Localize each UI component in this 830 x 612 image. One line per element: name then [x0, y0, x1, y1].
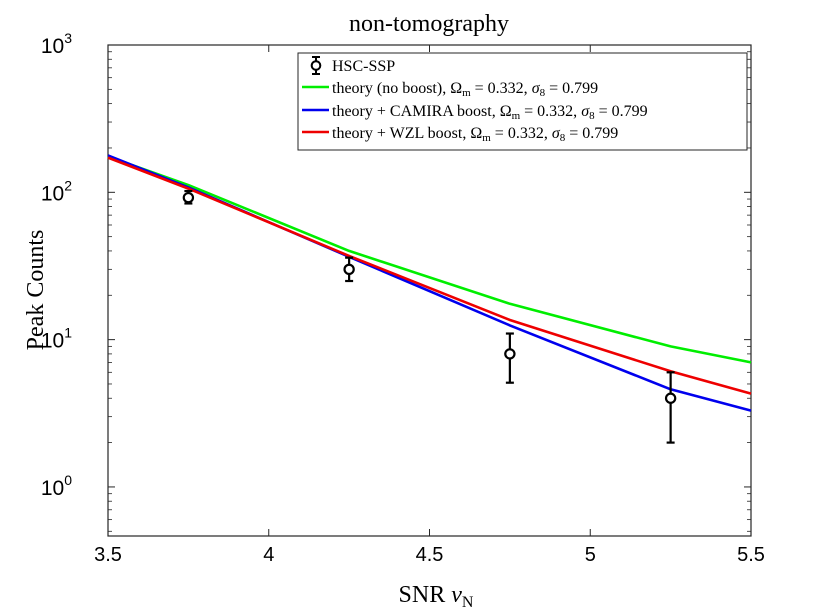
legend-box — [297, 52, 748, 151]
legend-label-hsc-ssp: HSC-SSP — [332, 58, 395, 75]
sigma-value: = 0.799 — [565, 125, 618, 142]
omega-symbol: Ω — [450, 80, 462, 97]
omega-value: = 0.332, — [491, 125, 552, 142]
svg-text:theory (no boost), Ωm = 0.332,: theory (no boost), Ωm = 0.332, σ8 = 0.79… — [332, 80, 598, 99]
legend-entry-no-boost: theory (no boost), Ωm = 0.332, σ8 = 0.79… — [302, 80, 598, 99]
theory-curves — [107, 154, 752, 412]
data-marker — [504, 348, 516, 360]
data-point — [664, 371, 677, 444]
data-marker — [343, 263, 355, 276]
theory-no-boost-line — [107, 155, 752, 364]
legend-label-wzl-boost: theory + WZL boost, — [332, 125, 470, 142]
theory-wzl-boost-line — [107, 156, 752, 395]
hsc-ssp-data — [182, 189, 677, 444]
legend-label-camira-boost: theory + CAMIRA boost, — [332, 103, 500, 120]
sigma-sub: 8 — [560, 132, 566, 144]
sigma-symbol: σ — [552, 125, 561, 142]
y-tick-label: 103 — [41, 30, 72, 58]
x-axis-label-sub: N — [462, 594, 474, 611]
data-marker — [182, 191, 195, 204]
x-tick-label: 4 — [263, 544, 274, 566]
data-point — [504, 332, 516, 384]
omega-value: = 0.332, — [471, 80, 532, 97]
svg-text:theory + WZL boost, Ωm = 0.332: theory + WZL boost, Ωm = 0.332, σ8 = 0.7… — [332, 125, 618, 144]
legend-entry-wzl-boost: theory + WZL boost, Ωm = 0.332, σ8 = 0.7… — [302, 125, 618, 144]
x-axis-label-text: SNR — [399, 582, 452, 608]
y-tick-label: 100 — [41, 472, 72, 500]
x-tick-label: 5.5 — [737, 544, 765, 566]
legend-entry-camira-boost: theory + CAMIRA boost, Ωm = 0.332, σ8 = … — [302, 103, 648, 122]
chart-title: non-tomography — [349, 11, 509, 37]
y-tick-label: 101 — [41, 325, 72, 353]
axis-ticks: 3.5 4 4.5 5 5.5 100 101 102 103 — [41, 30, 765, 566]
sigma-sub: 8 — [589, 110, 595, 122]
sigma-sub: 8 — [540, 87, 546, 99]
y-axis-label: Peak Counts — [23, 230, 49, 351]
legend: HSC-SSP theory (no boost), Ωm = 0.332, σ… — [297, 52, 748, 151]
svg-text:theory + CAMIRA boost, Ωm = 0.: theory + CAMIRA boost, Ωm = 0.332, σ8 = … — [332, 103, 648, 122]
x-axis-label-symbol: ν — [451, 582, 462, 608]
legend-label-no-boost: theory (no boost), — [332, 80, 450, 97]
x-tick-label: 3.5 — [94, 544, 122, 566]
omega-symbol: Ω — [500, 103, 512, 120]
omega-symbol: Ω — [470, 125, 482, 142]
sigma-value: = 0.799 — [545, 80, 598, 97]
sigma-value: = 0.799 — [595, 103, 648, 120]
x-tick-label: 5 — [585, 544, 596, 566]
omega-sub: m — [512, 110, 521, 122]
omega-sub: m — [482, 132, 491, 144]
x-axis-label: SNR νN — [399, 582, 474, 611]
data-point — [182, 189, 195, 205]
omega-sub: m — [462, 87, 471, 99]
data-marker — [664, 392, 677, 404]
x-tick-label: 4.5 — [416, 544, 444, 566]
sigma-symbol: σ — [581, 103, 590, 120]
y-tick-label: 102 — [41, 177, 72, 205]
sigma-symbol: σ — [532, 80, 541, 97]
omega-value: = 0.332, — [520, 103, 581, 120]
data-point — [343, 256, 355, 283]
legend-entry-hsc-ssp: HSC-SSP — [310, 56, 395, 75]
